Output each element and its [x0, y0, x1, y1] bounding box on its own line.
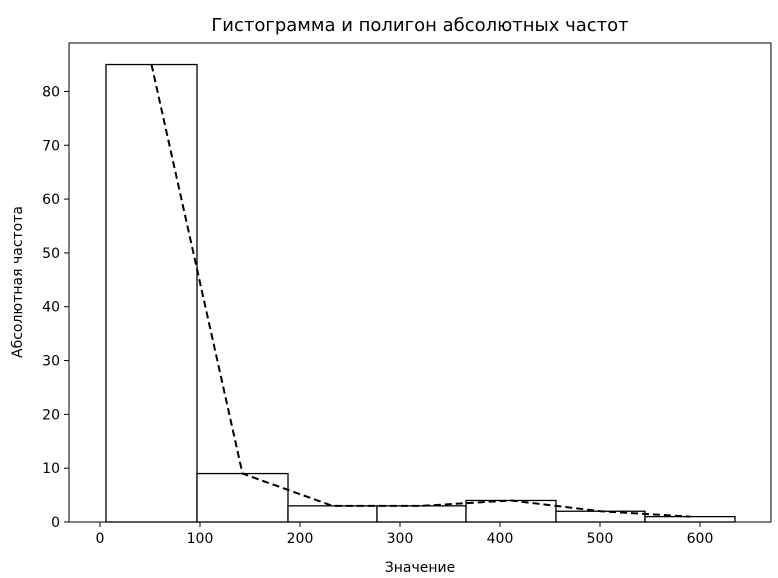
histogram-bar-4: [376, 505, 467, 523]
x-tick-label: 0: [96, 531, 105, 547]
y-tick-label: 50: [42, 246, 60, 262]
y-tick-label: 10: [42, 461, 60, 477]
histogram-bar-2: [196, 472, 289, 523]
y-axis-ticks: 0 10 20 30 40 50 60 70 80: [42, 84, 69, 531]
histogram-bars: [105, 63, 736, 523]
x-tick-label: 200: [287, 531, 314, 547]
y-tick-label: 80: [42, 84, 60, 100]
x-tick-label: 400: [487, 531, 514, 547]
y-tick-label: 0: [51, 515, 60, 531]
x-axis-ticks: 0 100 200 300 400 500 600: [96, 522, 714, 547]
y-tick-label: 70: [42, 138, 60, 154]
histogram-bar-5: [465, 499, 557, 523]
x-tick-label: 500: [587, 531, 614, 547]
y-tick-label: 40: [42, 300, 60, 316]
x-tick-label: 600: [687, 531, 714, 547]
x-axis-title: Значение: [385, 560, 455, 576]
y-tick-label: 20: [42, 407, 60, 423]
x-tick-label: 100: [187, 531, 214, 547]
histogram-bar-3: [287, 505, 378, 523]
x-tick-label: 300: [387, 531, 414, 547]
plot-frame: [68, 42, 772, 523]
chart-title: Гистограмма и полигон абсолютных частот: [211, 15, 628, 36]
y-tick-label: 60: [42, 192, 60, 208]
histogram-bar-7: [644, 515, 736, 523]
frequency-polygon: [150, 64, 691, 518]
y-tick-label: 30: [42, 354, 60, 370]
y-axis-title: Абсолютная частота: [10, 206, 26, 358]
polygon-line: [150, 64, 691, 518]
histogram-bar-1: [105, 63, 198, 523]
